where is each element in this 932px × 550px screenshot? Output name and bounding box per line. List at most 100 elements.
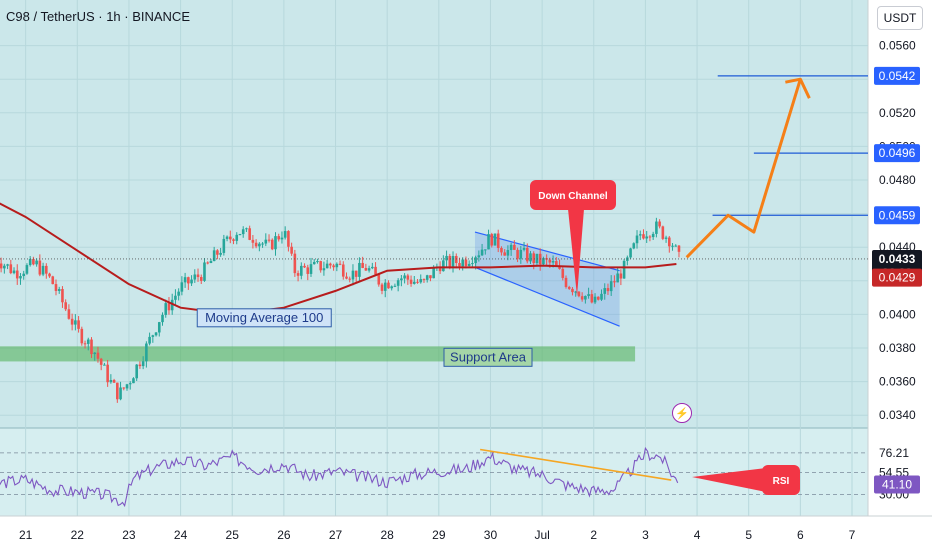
candle-body	[309, 264, 313, 274]
candle-body	[67, 309, 71, 319]
moving-average-price-tag	[872, 268, 922, 287]
candle-body	[587, 294, 590, 296]
candle-body	[293, 253, 297, 274]
candle-body	[513, 244, 516, 250]
candle-body	[487, 234, 490, 250]
candle-body	[9, 264, 13, 274]
candle-body	[480, 249, 484, 256]
candle-body	[406, 275, 410, 280]
candle-body	[642, 234, 645, 239]
candle-body	[109, 380, 113, 383]
price-tick-label: 0.0480	[879, 173, 916, 187]
level-price-tag-label: 0.0496	[879, 146, 916, 160]
candle-body	[616, 273, 619, 283]
price-tick-label: 0.0340	[879, 408, 916, 422]
candle-body	[312, 261, 316, 265]
candle-body	[3, 265, 6, 269]
candle-body	[658, 221, 661, 227]
time-tick-label: Jul	[534, 528, 549, 542]
candle-body	[254, 242, 258, 247]
candle-body	[329, 263, 332, 266]
candle-body	[74, 320, 77, 325]
candle-body	[671, 245, 674, 247]
candle-body	[164, 303, 168, 315]
candle-body	[661, 226, 665, 239]
candle-body	[145, 343, 148, 362]
candle-body	[80, 328, 84, 344]
candle-body	[51, 276, 55, 285]
candle-body	[28, 259, 32, 266]
candle-body	[577, 291, 581, 297]
rsi-line	[0, 446, 679, 508]
candle-body	[471, 263, 474, 265]
candle-body	[506, 250, 510, 256]
candle-body	[157, 322, 161, 333]
projection-arrowhead	[785, 77, 811, 99]
candle-body	[371, 266, 374, 269]
candle-body	[345, 276, 348, 279]
down-channel-callout-pointer	[568, 209, 584, 296]
candle-body	[396, 280, 400, 286]
down-channel-callout-label: Down Channel	[538, 191, 608, 202]
candle-body	[341, 264, 345, 277]
level-price-tag	[874, 206, 920, 225]
candle-body	[93, 352, 97, 355]
candle-body	[15, 270, 19, 279]
candle-body	[83, 343, 87, 345]
candle-body	[116, 382, 119, 400]
candle-body	[651, 233, 655, 238]
time-tick-label: 24	[174, 528, 188, 542]
candle-body	[448, 255, 452, 267]
candle-body	[525, 247, 529, 262]
candle-body	[490, 234, 494, 246]
candle-body	[177, 291, 180, 296]
time-tick-label: 22	[71, 528, 85, 542]
candle-body	[296, 273, 300, 276]
candle-body	[264, 239, 268, 244]
candle-body	[503, 252, 506, 256]
time-tick-label: 26	[277, 528, 291, 542]
candle-body	[232, 239, 235, 241]
currency-button[interactable]: USDT	[877, 6, 923, 30]
candle-body	[322, 268, 326, 271]
alert-lightning-icon[interactable]: ⚡	[672, 403, 692, 423]
candle-body	[141, 361, 145, 367]
support-area-label: Support Area	[450, 349, 527, 364]
candle-body	[609, 281, 613, 292]
time-tick-label: 23	[122, 528, 136, 542]
candle-body	[548, 259, 552, 263]
candle-body	[590, 294, 594, 303]
candle-body	[393, 285, 397, 287]
price-tick-label: 0.0380	[879, 341, 916, 355]
time-tick-label: 29	[432, 528, 446, 542]
candle-body	[432, 267, 435, 279]
candle-body	[174, 295, 177, 300]
candle-body	[203, 262, 206, 281]
candle-body	[532, 253, 536, 264]
candle-body	[390, 286, 393, 289]
price-tick-label: 0.0400	[879, 307, 916, 321]
candle-body	[112, 380, 116, 383]
candles	[0, 217, 681, 403]
candle-body	[290, 246, 293, 254]
candle-body	[77, 320, 80, 329]
candle-body	[454, 256, 458, 264]
candle-body	[258, 243, 261, 247]
candle-body	[170, 299, 174, 311]
candle-body	[412, 281, 416, 284]
price-tick-label: 0.0520	[879, 106, 916, 120]
candle-body	[238, 234, 242, 236]
candle-body	[467, 263, 471, 266]
candle-body	[132, 378, 135, 384]
level-price-tag	[874, 66, 920, 85]
rsi-callout-pointer	[692, 468, 766, 492]
candle-body	[122, 387, 126, 389]
candle-body	[167, 303, 171, 311]
candle-body	[135, 364, 138, 379]
candle-body	[458, 263, 461, 267]
candle-body	[222, 238, 226, 253]
time-tick-label: 6	[797, 528, 804, 542]
candle-body	[96, 352, 100, 359]
candle-body	[300, 265, 303, 276]
